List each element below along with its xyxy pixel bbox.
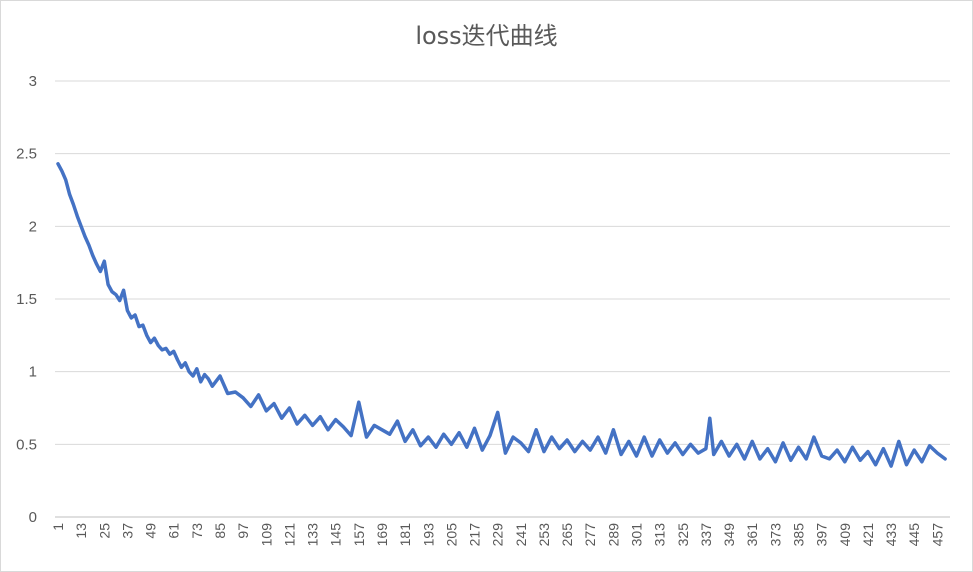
x-tick-label: 265 [559, 523, 575, 547]
x-tick-label: 109 [258, 523, 274, 547]
x-tick-label: 289 [605, 523, 621, 547]
x-tick-label: 85 [212, 523, 228, 539]
y-tick-label: 0 [29, 509, 37, 526]
x-tick-label: 97 [235, 523, 251, 539]
x-tick-label: 445 [906, 523, 922, 547]
grid-layer [55, 80, 950, 518]
x-tick-label: 133 [305, 523, 321, 547]
x-axis-labels: 1 13 25 37 49 61 73 85 97 109 121 133 145 157 169 181 19… [50, 523, 945, 547]
x-tick-label: 313 [652, 523, 668, 547]
series-line-loss [56, 162, 947, 468]
series-layer [56, 162, 947, 468]
x-tick-label: 37 [119, 523, 135, 539]
x-tick-label: 1 [50, 523, 66, 531]
x-tick-label: 433 [883, 523, 899, 547]
x-tick-label: 325 [675, 523, 691, 547]
x-tick-label: 205 [443, 523, 459, 547]
y-tick-label: 3 [29, 73, 37, 90]
x-tick-label: 349 [721, 523, 737, 547]
x-tick-label: 25 [96, 523, 112, 539]
x-tick-label: 337 [698, 523, 714, 547]
x-tick-label: 121 [281, 523, 297, 547]
x-tick-label: 229 [490, 523, 506, 547]
x-tick-label: 253 [536, 523, 552, 547]
y-tick-label: 2.5 [16, 146, 37, 163]
x-tick-label: 301 [629, 523, 645, 547]
x-tick-label: 397 [814, 523, 830, 547]
y-tick-label: 1.5 [16, 291, 37, 308]
y-axis-labels: 0 0.5 1 1.5 2 2.5 3 [16, 73, 37, 526]
x-tick-label: 193 [420, 523, 436, 547]
x-tick-label: 145 [328, 523, 344, 547]
x-tick-label: 157 [351, 523, 367, 547]
x-tick-label: 217 [467, 523, 483, 547]
x-tick-label: 373 [767, 523, 783, 547]
x-tick-label: 409 [837, 523, 853, 547]
x-tick-label: 241 [513, 523, 529, 547]
x-tick-label: 61 [166, 523, 182, 539]
y-tick-label: 2 [29, 218, 37, 235]
y-tick-label: 0.5 [16, 436, 37, 453]
y-tick-label: 1 [29, 364, 37, 381]
x-tick-label: 277 [582, 523, 598, 547]
x-tick-label: 361 [744, 523, 760, 547]
x-tick-label: 421 [860, 523, 876, 547]
x-tick-label: 457 [929, 523, 945, 547]
x-tick-label: 73 [189, 523, 205, 539]
x-tick-label: 181 [397, 523, 413, 547]
x-tick-label: 13 [73, 523, 89, 539]
x-tick-label: 385 [791, 523, 807, 547]
x-tick-label: 49 [143, 523, 159, 539]
x-tick-label: 169 [374, 523, 390, 547]
chart-title: loss迭代曲线 [415, 22, 558, 50]
